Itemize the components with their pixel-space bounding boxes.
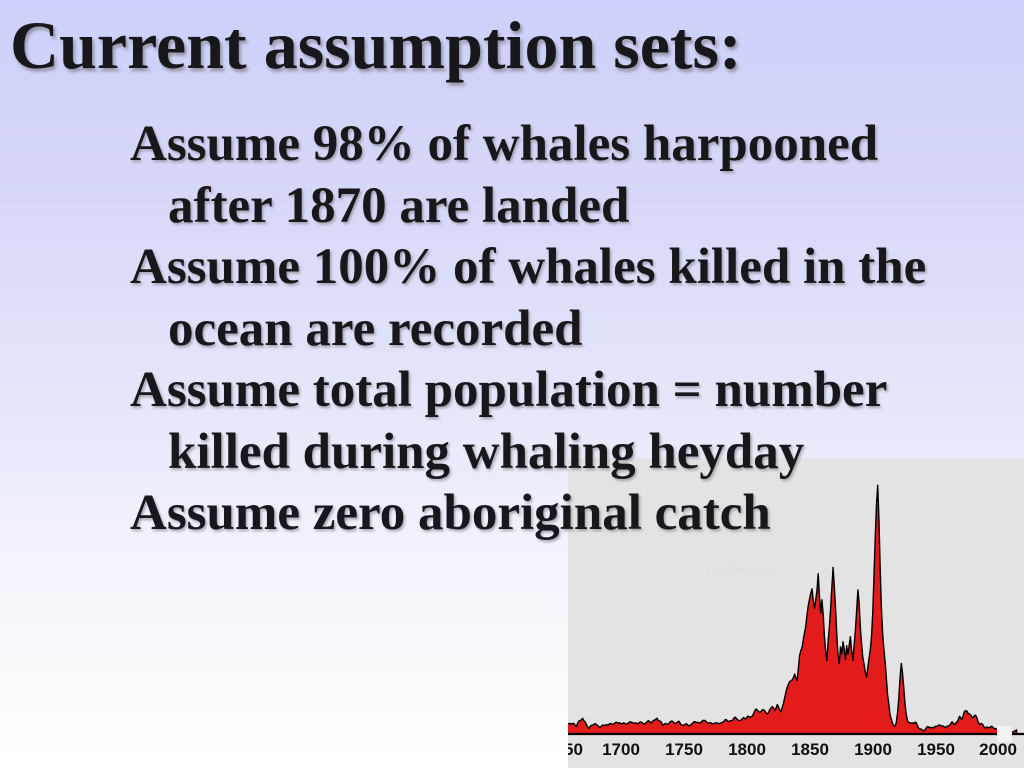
svg-text:hypothesis a: hypothesis a (708, 564, 771, 576)
